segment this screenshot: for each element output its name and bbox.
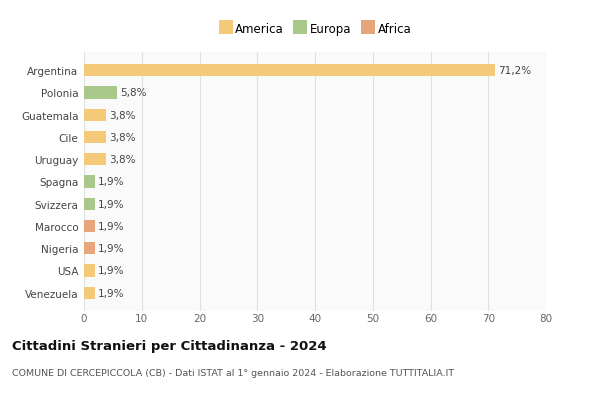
Bar — [84, 265, 95, 277]
Text: 1,9%: 1,9% — [98, 244, 124, 254]
Text: 71,2%: 71,2% — [498, 66, 531, 76]
Text: Cittadini Stranieri per Cittadinanza - 2024: Cittadini Stranieri per Cittadinanza - 2… — [12, 339, 326, 353]
Text: 1,9%: 1,9% — [98, 288, 124, 298]
Text: COMUNE DI CERCEPICCOLA (CB) - Dati ISTAT al 1° gennaio 2024 - Elaborazione TUTTI: COMUNE DI CERCEPICCOLA (CB) - Dati ISTAT… — [12, 368, 454, 377]
Text: 1,9%: 1,9% — [98, 221, 124, 231]
Text: 1,9%: 1,9% — [98, 266, 124, 276]
Bar — [84, 87, 118, 99]
Bar — [84, 131, 106, 144]
Bar — [84, 154, 106, 166]
Bar — [84, 176, 95, 188]
Text: 3,8%: 3,8% — [109, 155, 136, 165]
Bar — [84, 109, 106, 121]
Bar — [84, 243, 95, 255]
Text: 1,9%: 1,9% — [98, 199, 124, 209]
Legend: America, Europa, Africa: America, Europa, Africa — [214, 18, 416, 40]
Text: 3,8%: 3,8% — [109, 133, 136, 143]
Bar — [84, 65, 495, 77]
Bar — [84, 287, 95, 299]
Bar — [84, 198, 95, 210]
Text: 1,9%: 1,9% — [98, 177, 124, 187]
Text: 3,8%: 3,8% — [109, 110, 136, 120]
Bar — [84, 220, 95, 233]
Text: 5,8%: 5,8% — [121, 88, 147, 98]
